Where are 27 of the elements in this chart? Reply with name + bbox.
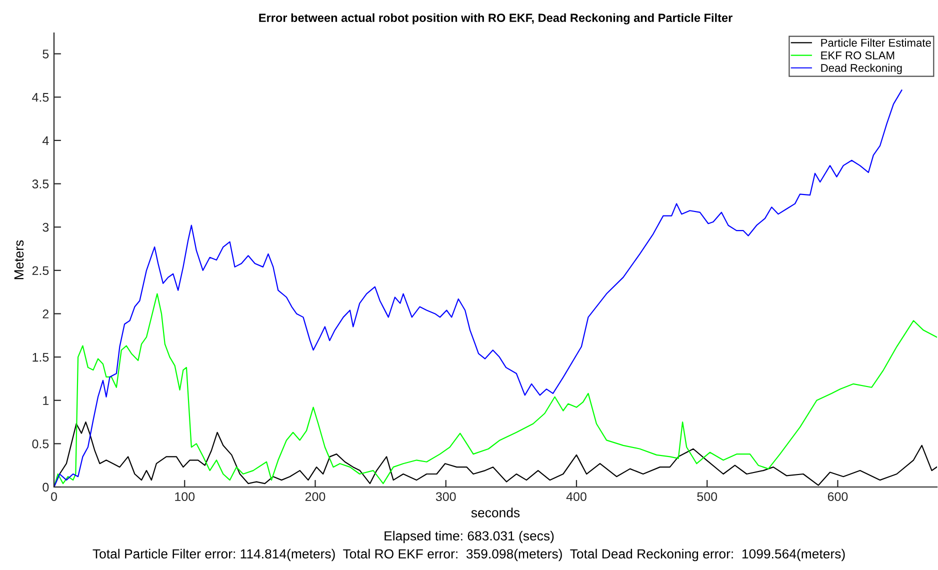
y-tick-label: 5	[42, 50, 49, 58]
y-tick-label: 4	[42, 136, 49, 145]
text: Elapsed time: 683.031 (secs)	[384, 530, 554, 544]
x-tick-label: 100	[175, 492, 195, 502]
y-tick-label: 1.5	[32, 352, 49, 362]
x-tick-label: 200	[305, 492, 326, 502]
y-tick-label: 1	[43, 396, 49, 405]
y-tick-label: 0.5	[32, 439, 49, 448]
x-tick-label: 600	[828, 492, 848, 502]
y-tick-label: 4.5	[32, 93, 49, 102]
x-tick-label: 500	[697, 492, 718, 502]
y-tick-label: 2	[42, 310, 49, 318]
legend-label: Dead Reckoning	[821, 64, 902, 74]
x-tick-label: 300	[436, 492, 456, 502]
legend-label: EKF RO SLAM	[821, 51, 894, 60]
y-tick-label: 2.5	[32, 266, 49, 276]
text: Total Particle Filter error: 114.814(meters) Total RO EKF error: 359.098(meters) Total Dead Reckoning error: 1099.564(meters)	[92, 548, 845, 562]
x-tick-label: 400	[566, 492, 586, 502]
line-series	[54, 90, 902, 487]
x-axis-title: seconds	[471, 508, 520, 518]
y-tick-label: 0	[42, 482, 49, 492]
chart-title: Error between actual robot position with RO EKF, Dead Reckoning and Particle Filter	[259, 13, 732, 24]
legend-label: Particle Filter Estimate	[821, 38, 931, 47]
y-tick-label: 3	[42, 222, 49, 232]
y-axis-title: Meters	[14, 240, 24, 280]
x-tick-label: 0	[51, 492, 57, 502]
y-tick-label: 3.5	[32, 180, 49, 188]
